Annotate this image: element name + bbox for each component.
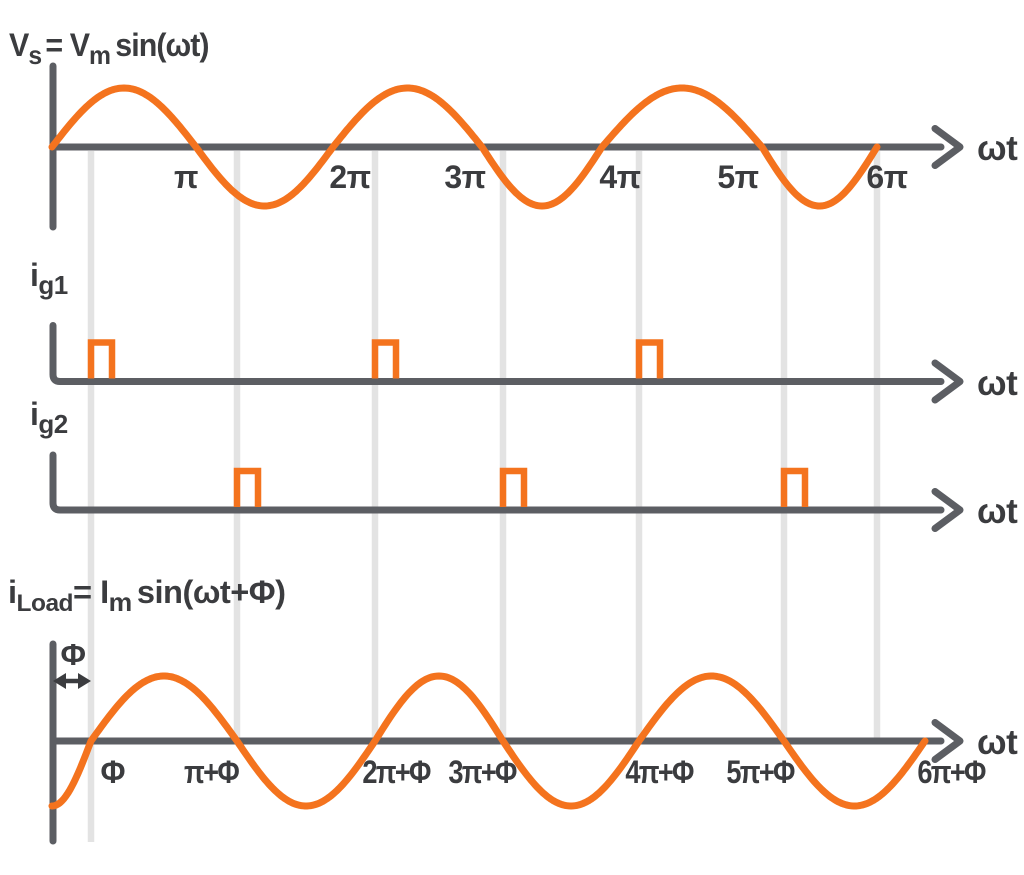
vs-axis-arrowhead	[931, 125, 964, 169]
ig1-axis-line	[49, 322, 945, 385]
vs-curve	[48, 84, 881, 210]
axes	[49, 62, 964, 845]
vs-tick-label: 4π	[599, 159, 641, 195]
ig1-signal-label: ig1	[30, 257, 68, 300]
ig1-pulse	[371, 339, 400, 379]
vs-xaxis-label: ωt	[977, 129, 1018, 168]
ig2-axis-line	[49, 451, 945, 514]
iload-curve	[48, 672, 929, 810]
iload-tick-label: Φ	[100, 754, 125, 790]
iload-tick-label: 5π+Φ	[726, 754, 795, 790]
ig2-pulse	[233, 467, 262, 507]
iload-tick-label: π+Φ	[184, 754, 240, 790]
phi-arrow	[53, 673, 91, 689]
iload-tick-label: 6π+Φ	[917, 754, 986, 790]
ig2-signal-label: ig2	[30, 396, 68, 439]
vs-tick-label: 3π	[444, 159, 486, 195]
iload-axis-arrowhead	[931, 719, 964, 763]
iload-tick-label: 4π+Φ	[625, 754, 694, 790]
iload-xaxis-label: ωt	[977, 723, 1018, 762]
ig2-axis	[49, 451, 964, 532]
vs-tick-label: 2π	[329, 159, 371, 195]
ig1-pulse	[635, 339, 664, 379]
ig1-pulse	[87, 339, 116, 379]
vs-equation-title: Vs = Vm sin(ωt)	[9, 27, 210, 70]
ig2-pulses	[233, 467, 809, 507]
ig2-axis-arrowhead	[931, 488, 964, 532]
curves	[48, 84, 929, 810]
ig1-axis	[49, 322, 964, 404]
vs-tick-label: 5π	[717, 159, 759, 195]
ig1-pulses	[87, 339, 664, 379]
ig2-pulse	[780, 467, 809, 507]
iload-tick-label: 2π+Φ	[362, 754, 431, 790]
phi-annotation-label: Φ	[60, 637, 86, 672]
iload-tick-label: 3π+Φ	[448, 754, 517, 790]
phi-arrow-right-head	[78, 673, 91, 689]
ig2-pulse	[499, 467, 528, 507]
ig1-axis-arrowhead	[931, 359, 964, 404]
guide-lines	[87, 151, 881, 842]
vs-tick-label: 6π	[866, 159, 908, 195]
phi-arrow-left-head	[53, 673, 66, 689]
ig2-xaxis-label: ωt	[977, 492, 1018, 531]
vs-tick-label: π	[174, 159, 199, 195]
iload-equation-title: iLoad= Im sin(ωt+Φ)	[8, 574, 286, 617]
ig1-xaxis-label: ωt	[977, 363, 1018, 403]
